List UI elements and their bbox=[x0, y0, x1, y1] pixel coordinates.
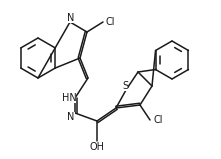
Text: S: S bbox=[122, 81, 128, 91]
Text: Cl: Cl bbox=[105, 17, 115, 27]
Text: OH: OH bbox=[90, 142, 105, 152]
Text: N: N bbox=[67, 13, 75, 23]
Text: HN: HN bbox=[62, 93, 76, 103]
Text: N: N bbox=[67, 112, 75, 122]
Text: Cl: Cl bbox=[153, 115, 163, 125]
